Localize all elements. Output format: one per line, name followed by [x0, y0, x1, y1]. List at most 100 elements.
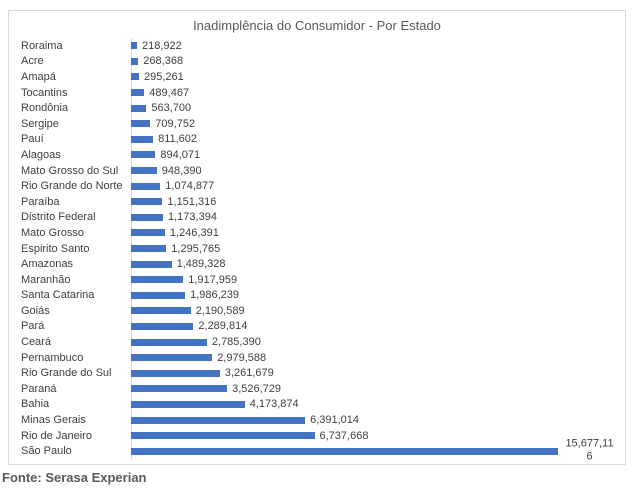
category-label: Mato Grosso do Sul [21, 164, 119, 177]
category-label: Rondônia [21, 102, 69, 115]
bar [131, 42, 137, 50]
chart-row: Maranhão 1,917,959 [21, 272, 616, 288]
bar [131, 447, 558, 455]
chart-row: Goiás 2,190,589 [21, 303, 616, 319]
bar [131, 213, 163, 221]
bar [131, 385, 228, 393]
value-label: 2,190,589 [195, 304, 245, 317]
bar [131, 198, 163, 206]
chart-row: Pernambuco 2,979,588 [21, 350, 616, 366]
value-label: 811,602 [158, 133, 198, 146]
category-label: Santa Catarina [21, 289, 95, 302]
bar [131, 400, 245, 408]
chart-row: Rio Grande do Sul 3,261,679 [21, 365, 616, 381]
bar [131, 369, 220, 377]
bar [131, 260, 172, 268]
value-label: 2,785,390 [211, 336, 261, 349]
category-label: Pará [21, 320, 45, 333]
bar [131, 229, 165, 237]
value-label: 1,151,316 [167, 195, 217, 208]
bar [131, 135, 154, 143]
category-label: Maranhão [21, 273, 71, 286]
category-label: Paraíba [21, 195, 60, 208]
value-label: 15,677,11 6 [565, 437, 614, 463]
chart-row: Rio de Janeiro 6,737,668 [21, 428, 616, 444]
bar [131, 276, 184, 284]
category-label: Roraima [21, 39, 63, 52]
value-label: 489,467 [149, 86, 190, 99]
category-label: Bahia [21, 398, 50, 411]
value-label: 295,261 [144, 70, 184, 83]
chart-row: Pauí 811,602 [21, 132, 616, 148]
bar [131, 120, 151, 128]
value-label: 4,173,874 [249, 398, 299, 411]
bar [131, 73, 139, 81]
chart-row: Distrito Federal 1,173,394 [21, 210, 616, 226]
bar [131, 151, 156, 159]
category-label: Pauí [21, 133, 44, 146]
bar [131, 416, 306, 424]
value-label: 1,074,877 [165, 180, 215, 193]
category-label: Amapá [21, 70, 56, 83]
chart-row: Santa Catarina 1,986,239 [21, 288, 616, 304]
bar [131, 245, 167, 253]
bar [131, 354, 213, 362]
category-label: Mato Grosso [21, 226, 84, 239]
category-label: Acre [21, 55, 44, 68]
value-label: 3,261,679 [224, 367, 274, 380]
value-label: 1,986,239 [190, 289, 240, 302]
chart-row: Mato Grosso 1,246,391 [21, 225, 616, 241]
chart-row: Paraíba 1,151,316 [21, 194, 616, 210]
value-label: 6,737,668 [319, 429, 369, 442]
chart-title: Inadimplência do Consumidor - Por Estado [193, 18, 441, 33]
chart-row: Paraná 3,526,729 [21, 381, 616, 397]
value-label: 1,246,391 [169, 226, 219, 239]
category-label: Ceará [21, 336, 51, 349]
category-label: Goiás [21, 304, 50, 317]
source-note: Fonte: Serasa Experian [2, 470, 147, 485]
chart-row: Pará 2,289,814 [21, 319, 616, 335]
bar [131, 104, 147, 112]
value-label: 2,979,588 [217, 351, 267, 364]
category-label: São Paulo [21, 445, 72, 458]
chart-row: Minas Gerais 6,391,014 [21, 412, 616, 428]
category-label: Alagoas [21, 148, 61, 161]
category-label: Sergipe [21, 117, 59, 130]
chart-row: Amazonas 1,489,328 [21, 256, 616, 272]
category-label: Distrito Federal [21, 211, 96, 224]
bar [131, 182, 161, 190]
category-label: Rio Grande do Norte [21, 180, 123, 193]
bar [131, 338, 207, 346]
category-label: Paraná [21, 382, 57, 395]
value-label: 6,391,014 [310, 414, 360, 427]
bar [131, 322, 194, 330]
bar [131, 57, 139, 65]
chart-row: São Paulo 15,677,11 6 [21, 438, 616, 463]
value-label: 948,390 [161, 164, 202, 177]
chart-row: Mato Grosso do Sul 948,390 [21, 163, 616, 179]
category-label: Rio de Janeiro [21, 429, 92, 442]
value-label: 268,368 [143, 55, 184, 68]
chart-row: Roraima 218,922 [21, 38, 616, 54]
value-label: 563,700 [151, 102, 192, 115]
value-label: 2,289,814 [198, 320, 248, 333]
bar [131, 432, 315, 440]
chart-area: Inadimplência do Consumidor - Por Estado… [8, 10, 626, 465]
chart-row: Ceará 2,785,390 [21, 334, 616, 350]
bar [131, 291, 186, 299]
value-label: 218,922 [142, 39, 182, 52]
chart-row: Amapá 295,261 [21, 69, 616, 85]
value-label: 894,071 [160, 148, 201, 161]
chart-row: Tocantins 489,467 [21, 85, 616, 101]
bar [131, 307, 191, 315]
chart-row: Acre 268,368 [21, 54, 616, 70]
chart-row: Rondônia 563,700 [21, 100, 616, 116]
chart-row: Espirito Santo 1,295,765 [21, 241, 616, 257]
value-label: 3,526,729 [232, 382, 282, 395]
value-label: 1,917,959 [188, 273, 238, 286]
plot-rows: Roraima 218,922 Acre 268,368 Amapá 295,2… [21, 38, 616, 463]
value-label: 1,489,328 [176, 258, 226, 271]
chart-row: Sergipe 709,752 [21, 116, 616, 132]
plot-area: Roraima 218,922 Acre 268,368 Amapá 295,2… [21, 38, 616, 463]
chart-row: Bahia 4,173,874 [21, 397, 616, 413]
